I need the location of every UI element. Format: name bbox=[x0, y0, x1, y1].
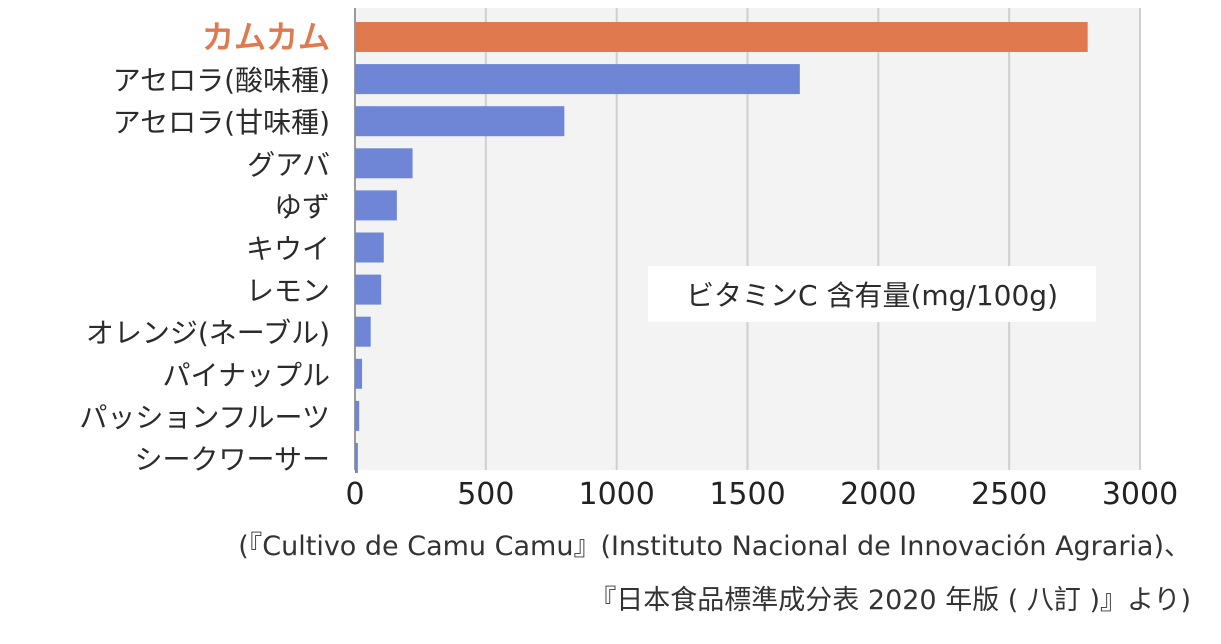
category-label: アセロラ(甘味種) bbox=[113, 106, 330, 139]
bar bbox=[355, 316, 371, 347]
category-label: パイナップル bbox=[163, 359, 330, 392]
source-note-line-1: (『Cultivo de Camu Camu』(Instituto Nacion… bbox=[238, 531, 1191, 562]
category-label: オレンジ(ネーブル) bbox=[86, 317, 330, 350]
bar bbox=[355, 358, 363, 389]
x-tick-label: 2500 bbox=[971, 477, 1047, 512]
x-tick-label: 3000 bbox=[1102, 477, 1178, 512]
category-label: キウイ bbox=[246, 233, 330, 266]
x-tick-label: 500 bbox=[457, 477, 514, 512]
bar bbox=[355, 400, 360, 431]
category-label: レモン bbox=[246, 275, 330, 308]
bar bbox=[355, 232, 384, 263]
category-label: アセロラ(酸味種) bbox=[113, 64, 330, 97]
bar bbox=[355, 274, 382, 305]
bar-highlight bbox=[355, 22, 1088, 52]
category-label: ゆず bbox=[274, 190, 330, 223]
x-tick-label: 1000 bbox=[578, 477, 654, 512]
category-label: シークワーサー bbox=[135, 443, 330, 476]
legend-box: ビタミンC 含有量(mg/100g) bbox=[648, 266, 1096, 322]
category-label: パッションフルーツ bbox=[79, 401, 330, 434]
legend-label: ビタミンC 含有量(mg/100g) bbox=[686, 279, 1058, 312]
category-label: カムカム bbox=[202, 18, 330, 56]
x-tick-label: 1500 bbox=[709, 477, 785, 512]
x-tick-label: 2000 bbox=[840, 477, 916, 512]
x-tick-label: 0 bbox=[345, 477, 364, 512]
bar bbox=[355, 443, 358, 473]
bar bbox=[355, 148, 413, 179]
category-label: グアバ bbox=[247, 148, 330, 181]
source-note-line-2: 『日本食品標準成分表 2020 年版 ( 八訂 )』より) bbox=[589, 585, 1191, 616]
bar bbox=[355, 64, 800, 95]
bar bbox=[355, 106, 565, 137]
bar bbox=[355, 190, 397, 221]
